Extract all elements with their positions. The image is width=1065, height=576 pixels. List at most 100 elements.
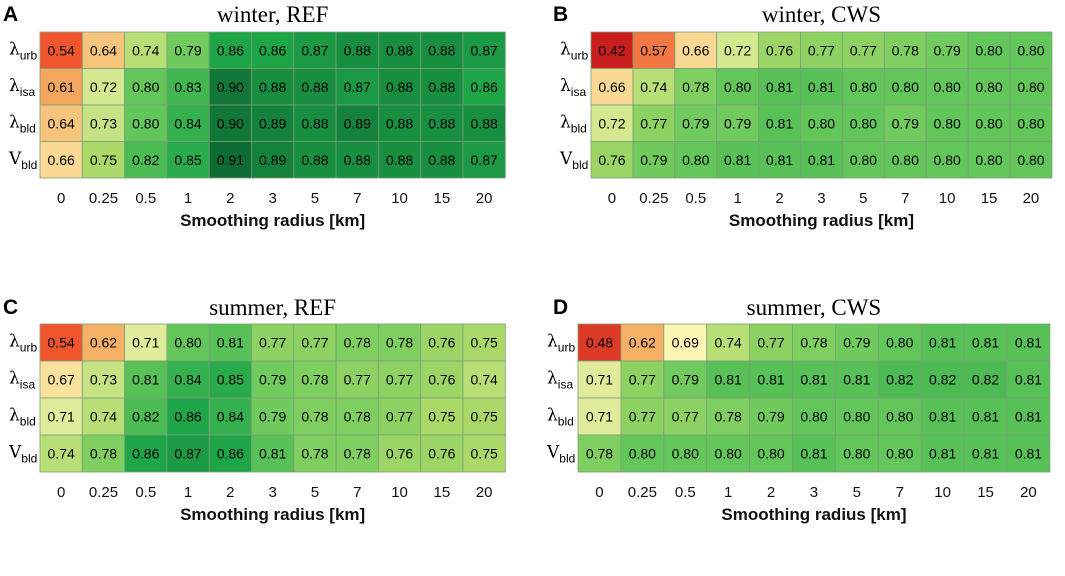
x-tick-label: 20	[476, 484, 493, 501]
panel-title: summer, REF	[209, 295, 336, 320]
row-label: λbld	[547, 406, 574, 429]
heatmap-cell	[925, 104, 969, 142]
x-tick-label: 3	[268, 190, 276, 207]
x-tick-label: 0.5	[685, 190, 706, 207]
heatmap-cell	[124, 397, 168, 436]
cell-value-label: 0.79	[892, 115, 919, 131]
cell-value-label: 0.80	[808, 115, 835, 131]
heatmap-cell	[590, 104, 634, 142]
heatmap-cell	[124, 68, 168, 106]
heatmap-cell	[208, 68, 252, 106]
x-tick-label: 0.5	[135, 190, 156, 207]
cell-value-label: 0.86	[174, 409, 201, 425]
cell-value-label: 0.81	[1015, 446, 1042, 462]
cell-value-label: 0.80	[1017, 115, 1044, 131]
cell-value-label: 0.80	[174, 335, 201, 351]
heatmap-cell	[749, 360, 793, 399]
cell-value-label: 0.77	[808, 42, 835, 58]
heatmap-cell	[335, 141, 379, 179]
heatmap-cell	[166, 141, 210, 179]
heatmap-cell	[674, 31, 718, 69]
cell-value-label: 0.80	[975, 79, 1002, 95]
x-tick-label: 0.5	[675, 484, 696, 501]
cell-value-label: 0.66	[682, 42, 709, 58]
x-axis-label: Smoothing radius [km]	[180, 211, 365, 230]
cell-value-label: 0.74	[90, 409, 117, 425]
x-tick-label: 1	[733, 190, 741, 207]
heatmap-cell	[251, 68, 295, 106]
cell-value-label: 0.80	[886, 409, 913, 425]
row-label: λisa	[9, 369, 35, 392]
cell-value-label: 0.87	[344, 79, 371, 95]
cell-value-label: 0.76	[766, 42, 793, 58]
cell-value-label: 0.81	[724, 152, 751, 168]
heatmap-cell	[963, 323, 1008, 362]
cell-value-label: 0.72	[598, 115, 625, 131]
heatmap-cell	[208, 434, 252, 473]
heatmap-cell	[632, 141, 676, 179]
heatmap-cell	[792, 323, 836, 362]
cell-value-label: 0.80	[1017, 152, 1044, 168]
heatmap-cell	[251, 31, 295, 69]
cell-value-label: 0.42	[598, 42, 625, 58]
heatmap-cell	[920, 397, 965, 436]
heatmap-cell	[800, 68, 843, 106]
row-label: λisa	[560, 76, 586, 99]
heatmap-cell	[462, 68, 506, 106]
heatmap-cell	[835, 434, 879, 473]
x-tick-label: 20	[1020, 484, 1037, 501]
heatmap-cell	[967, 104, 1011, 142]
cell-value-label: 0.77	[640, 115, 667, 131]
heatmap-cell	[577, 397, 622, 436]
heatmap-cell	[792, 397, 836, 436]
heatmap-cell	[925, 141, 969, 179]
cell-value-label: 0.89	[259, 115, 286, 131]
heatmap-cell	[39, 360, 83, 399]
cell-value-label: 0.75	[471, 446, 498, 462]
cell-value-label: 0.81	[929, 335, 956, 351]
cell-value-label: 0.75	[428, 409, 455, 425]
x-tick-label: 3	[817, 190, 825, 207]
cell-value-label: 0.80	[682, 152, 709, 168]
heatmap-cell	[166, 360, 210, 399]
heatmap-cell	[39, 141, 83, 179]
heatmap-cell	[716, 141, 760, 179]
cell-value-label: 0.81	[217, 335, 244, 351]
cell-value-label: 0.69	[672, 335, 699, 351]
heatmap-cell	[124, 323, 168, 362]
cell-value-label: 0.57	[640, 42, 667, 58]
cell-value-label: 0.80	[757, 446, 784, 462]
x-axis-label: Smoothing radius [km]	[721, 505, 906, 524]
heatmap-cell	[577, 434, 622, 473]
cell-value-label: 0.80	[724, 79, 751, 95]
heatmap-cell	[124, 434, 168, 473]
row-label: Vbld	[559, 149, 588, 172]
heatmap-cell	[883, 104, 927, 142]
cell-value-label: 0.82	[886, 372, 913, 388]
x-tick-label: 20	[1023, 190, 1040, 207]
x-tick-label: 0	[57, 190, 65, 207]
heatmap-cell	[1006, 434, 1051, 473]
cell-value-label: 0.80	[975, 42, 1002, 58]
cell-value-label: 0.64	[48, 115, 75, 131]
heatmap-cell	[335, 323, 379, 362]
cell-value-label: 0.71	[586, 409, 613, 425]
heatmap-cell	[335, 360, 379, 399]
cell-value-label: 0.85	[174, 152, 201, 168]
heatmap-cell	[842, 31, 885, 69]
row-label: Vbld	[546, 443, 575, 466]
cell-value-label: 0.81	[259, 446, 286, 462]
cell-value-label: 0.77	[259, 335, 286, 351]
cell-value-label: 0.80	[934, 152, 961, 168]
cell-value-label: 0.76	[428, 372, 455, 388]
cell-value-label: 0.88	[301, 79, 328, 95]
heatmap-cell	[462, 31, 506, 69]
cell-value-label: 0.90	[217, 79, 244, 95]
cell-value-label: 0.86	[471, 79, 498, 95]
cell-value-label: 0.78	[892, 42, 919, 58]
x-tick-label: 0.5	[135, 484, 156, 501]
cell-value-label: 0.80	[132, 115, 159, 131]
cell-value-label: 0.80	[850, 115, 877, 131]
x-tick-label: 1	[184, 484, 192, 501]
